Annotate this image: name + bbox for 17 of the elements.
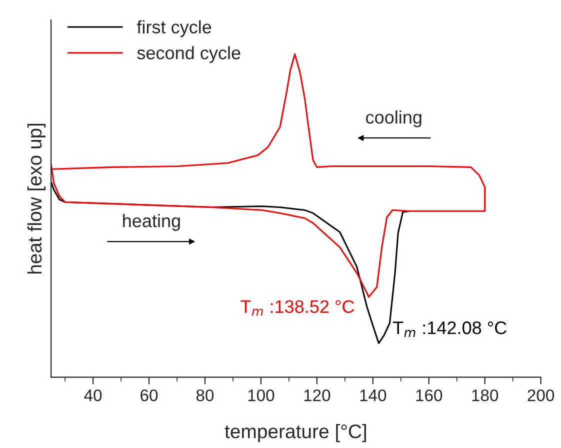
- legend-label: first cycle: [136, 20, 212, 38]
- x-tick-label: 80: [196, 389, 214, 402]
- x-tick-label: 180: [472, 389, 498, 402]
- x-tick-label: 60: [140, 389, 158, 402]
- legend-label: second cycle: [137, 46, 240, 63]
- x-tick-label: 120: [304, 389, 330, 402]
- annotation: cooling: [366, 110, 422, 128]
- x-tick-label: 40: [84, 389, 102, 402]
- x-axis-title: temperature [°C]: [224, 424, 366, 442]
- x-tick-label: 160: [416, 389, 442, 402]
- x-tick-label: 100: [248, 389, 274, 402]
- y-axis-title: heat flow [exo up]: [27, 124, 46, 274]
- x-tick-label: 140: [360, 389, 386, 402]
- annotation: T$_{m}$ :138.52 °C: [240, 300, 354, 316]
- annotation: heating: [123, 214, 180, 231]
- x-tick-label: 200: [528, 389, 554, 402]
- annotation: T$_{m}$ :142.08 °C: [393, 321, 506, 337]
